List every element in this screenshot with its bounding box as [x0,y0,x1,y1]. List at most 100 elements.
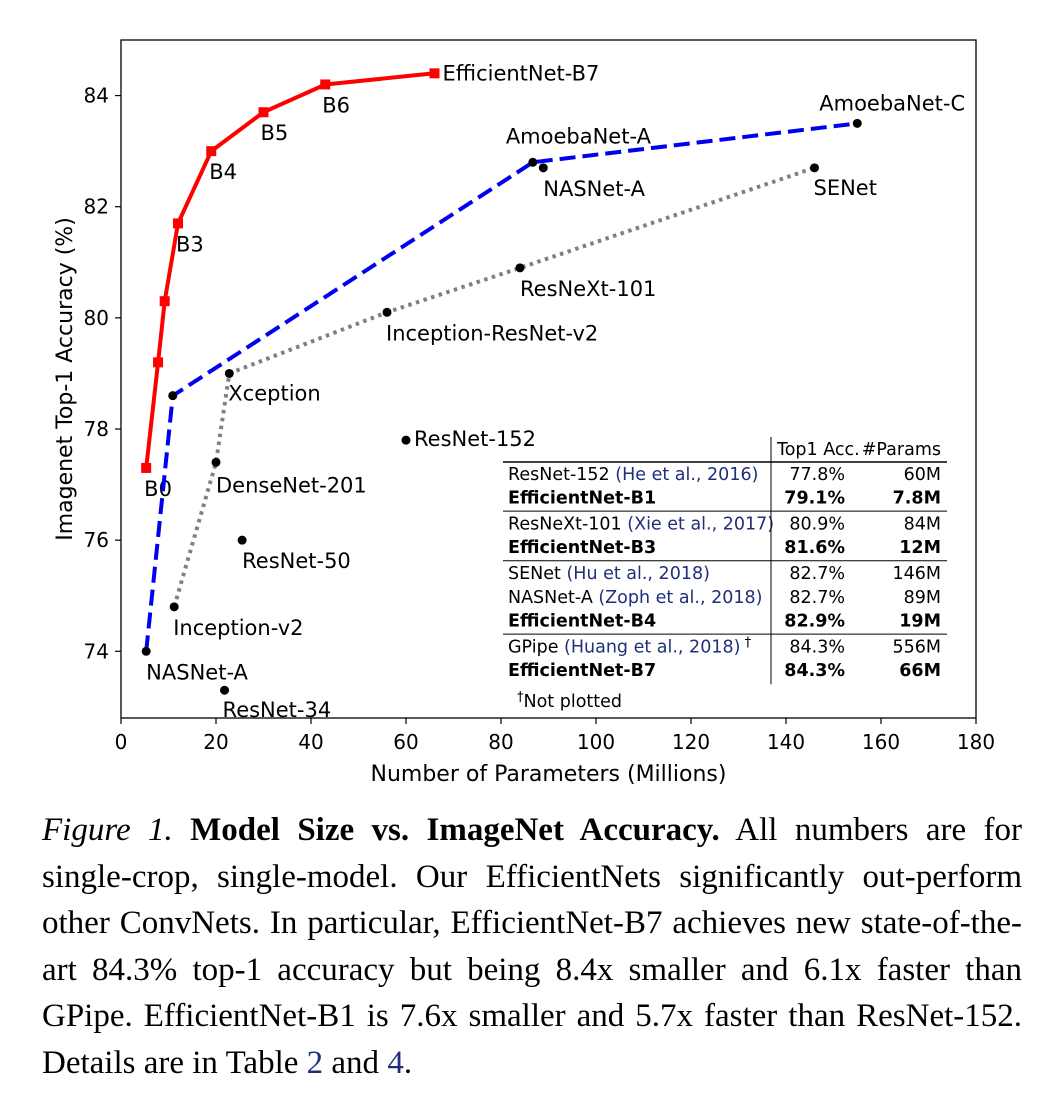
table-header-params: #Params [862,440,941,460]
point-label: Inception-v2 [173,616,303,640]
model-citation[interactable]: (He et al., 2016) [610,465,759,485]
table-row-model: EfficientNet-B3 [508,538,656,558]
model-citation[interactable]: (Huang et al., 2018) [558,637,740,657]
point-label: B4 [209,160,237,184]
y-tick-label: 74 [84,639,109,663]
point-label: AmoebaNet-C [819,91,965,115]
data-point-2 [224,368,234,378]
x-tick-label: 140 [767,730,805,754]
caption-text-and: and [331,1044,380,1081]
table-header-acc: Top1 Acc. [776,440,860,460]
table-row-model: SENet (Hu et al., 2018) [508,564,710,584]
footnote-text: Not plotted [524,692,623,712]
table-row-model: EfficientNet-B1 [508,489,656,509]
model-citation[interactable]: (Xie et al., 2017) [622,514,774,534]
model-name: SENet [508,564,561,584]
table-row-acc: 82.7% [789,588,845,608]
standalone-point [237,535,247,545]
inset-table: Top1 Acc. #Params ResNet-152 (He et al., 2… [503,437,947,712]
series-line-1 [144,121,858,652]
point-label: B6 [322,93,350,117]
point-label: NASNet-A [146,660,248,684]
x-tick-label: 120 [672,730,710,754]
table-row-params: 66M [899,661,941,681]
x-tick-label: 100 [577,730,615,754]
y-tick-label: 82 [84,195,109,219]
point-label: ResNet-50 [242,549,351,573]
point-label: ResNet-152 [414,427,536,451]
model-name: NASNet-A [508,588,593,608]
table-4-link[interactable]: 4 [387,1044,404,1081]
table-row-params: 84M [904,514,941,534]
data-point-2 [810,163,819,173]
point-label: Inception-ResNet-v2 [386,321,598,345]
data-point-0 [206,146,217,157]
data-point-0 [159,296,170,307]
x-tick-label: 20 [203,730,228,754]
model-name: EfficientNet-B7 [508,661,656,681]
data-point-0 [173,218,183,229]
point-label: DenseNet-201 [216,473,367,497]
table-row-acc: 77.8% [789,465,845,485]
model-name: EfficientNet-B4 [508,612,656,632]
footnote-mark: † [517,690,524,705]
point-label: NASNet-A [543,177,645,201]
standalone-point [401,435,411,445]
y-axis-label: Imagenet Top-1 Accuracy (%) [53,217,78,541]
model-citation[interactable]: (Zoph et al., 2018) [593,588,763,608]
y-tick-label: 84 [84,84,109,108]
x-tick-label: 80 [488,730,513,754]
table-row-params: 19M [899,612,941,632]
x-tick-label: 60 [393,730,418,754]
point-label: ResNet-34 [223,698,332,722]
table-row-model: ResNet-152 (He et al., 2016) [508,465,758,485]
table-row-model: NASNet-A (Zoph et al., 2018) [508,588,762,608]
point-label: AmoebaNet-A [506,124,652,148]
y-tick-label: 80 [84,306,109,330]
table-row-params: 60M [904,465,941,485]
table-row-acc: 82.7% [789,564,845,584]
data-point-2 [211,457,221,467]
table-row-params: 12M [899,538,941,558]
data-point-1 [852,118,862,128]
caption-text-end: . [403,1044,413,1081]
data-point-0 [320,79,331,90]
table-row-acc: 84.3% [784,661,845,681]
point-label: Xception [228,381,320,405]
point-label: B5 [261,121,289,145]
table-row-acc: 79.1% [784,489,845,509]
data-point-1 [141,646,151,656]
data-point-2 [382,307,392,317]
dagger-mark: † [740,635,751,650]
point-label: B0 [144,477,172,501]
data-point-2 [169,602,179,612]
standalone-point [220,685,230,695]
caption-label: Figure 1. [42,812,173,848]
figure-chart: 0 20 40 60 80 100 120 140 160 180 74 76 78 80 82 84 Numb… [53,39,995,787]
table-2-link[interactable]: 2 [306,1044,324,1081]
table-row-params: 556M [892,637,941,657]
table-row-params: 7.8M [893,489,941,509]
series-line-2 [172,165,816,608]
table-row-params: 146M [892,564,941,584]
point-label: B3 [176,232,204,256]
x-tick-label: 40 [298,730,323,754]
x-tick-label: 160 [862,730,900,754]
table-row-model: EfficientNet-B4 [508,612,656,632]
data-point-2 [515,263,525,273]
data-point-1 [528,157,538,167]
x-tick-label: 180 [957,730,995,754]
model-citation[interactable]: (Hu et al., 2018) [561,564,710,584]
table-row-model: ResNeXt-101 (Xie et al., 2017) [508,514,774,534]
model-name: EfficientNet-B1 [508,489,656,509]
data-point-0 [429,68,440,79]
series-line-0 [144,71,435,469]
plot-frame [120,39,977,719]
table-footnote: †Not plotted [517,690,622,712]
table-row-model: GPipe (Huang et al., 2018) † [508,635,752,657]
x-tick-label: 0 [115,730,128,754]
point-label: SENet [814,176,877,200]
y-tick-label: 78 [84,417,109,441]
table-row-acc: 82.9% [784,612,845,632]
standalone-point [538,163,548,173]
